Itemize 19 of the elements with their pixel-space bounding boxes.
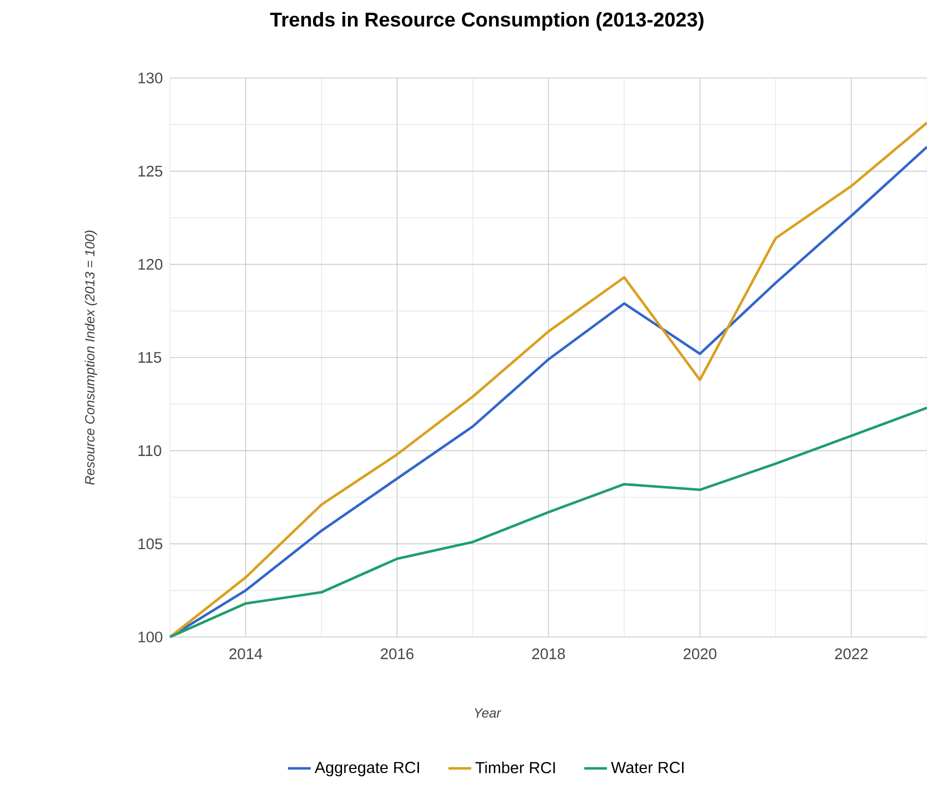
y-tick-label: 110 <box>138 445 162 456</box>
y-tick-label: 115 <box>138 352 162 363</box>
x-tick-label: 2020 <box>684 648 716 660</box>
y-axis-title: Resource Consumption Index (2013 = 100) <box>84 230 98 485</box>
legend-label: Aggregate RCI <box>314 762 419 776</box>
line-series <box>168 406 927 638</box>
legend-label: Timber RCI <box>475 762 555 774</box>
x-tick-label: 2016 <box>380 648 414 660</box>
chart-title: Trends in Resource Consumption (2013-2023) <box>270 12 704 31</box>
x-tick-label: 2014 <box>229 648 262 660</box>
y-tick-label: 105 <box>138 538 162 550</box>
y-tick-label: 100 <box>138 632 162 642</box>
y-tick-label: 125 <box>138 166 162 177</box>
x-axis-title: Year <box>474 708 502 718</box>
y-tick-label: 130 <box>138 72 162 84</box>
x-tick-label: 2022 <box>835 648 868 660</box>
legend-label: Water RCI <box>611 762 684 774</box>
x-tick-label: 2018 <box>532 648 565 660</box>
y-tick-label: 120 <box>138 258 162 270</box>
